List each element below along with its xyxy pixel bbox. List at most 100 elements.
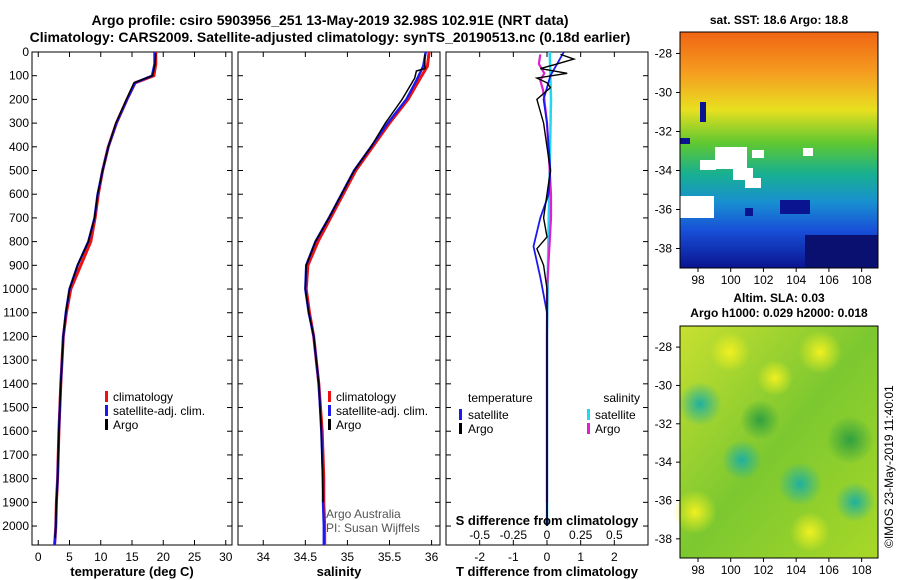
sst-map-field [680,32,878,268]
sst-map-x-tick-label: 100 [721,273,741,287]
sst-map-cloud-patch [745,178,761,188]
sla-map-x-tick-label: 108 [852,563,872,577]
temperature-x-tick-label: 30 [219,550,233,564]
temperature-x-tick-label: 25 [188,550,202,564]
sst-map-title: sat. SST: 18.6 Argo: 18.8 [710,13,849,27]
difference-legend-s-label: satellite [595,408,636,422]
difference-s-tick-label: 0 [544,528,551,542]
temperature-x-axis-label: temperature (deg C) [70,564,194,579]
depth-y-tick-label: 500 [9,164,29,178]
difference-s-tick-label: -0.25 [500,528,528,542]
salinity-x-tick-label: 36 [425,550,439,564]
sst-map-y-tick-label: -30 [655,85,673,99]
depth-y-tick-label: 800 [9,235,29,249]
temperature-legend-swatch [105,419,108,430]
salinity-legend-swatch [328,419,331,430]
salinity-plot-frame [237,51,441,546]
difference-legend-t-swatch [459,409,462,420]
sla-map-anomaly-blob [835,482,875,522]
sst-map-y-tick-label: -32 [655,124,673,138]
sla-map-frame [679,325,879,559]
sla-map-x-tick-label: 102 [753,563,773,577]
sla-map-anomaly-blob [722,440,762,480]
sst-map-frame [679,31,879,269]
depth-y-tick-label: 1500 [2,401,29,415]
difference-series-group [532,52,577,526]
salinity-x-axis-label: salinity [317,564,363,579]
sla-map-x-tick-label: 106 [819,563,839,577]
salinity-legend-label: climatology [336,390,396,404]
difference-series-t-satellite [532,52,565,526]
sla-map-anomaly-blob [778,462,822,506]
sst-map-cold-region [805,235,878,268]
depth-y-tick-label: 1300 [2,353,29,367]
difference-legend-title-salinity: salinity [603,391,640,405]
depth-y-tick-label: 1000 [2,282,29,296]
sla-map-anomaly-blob [678,382,722,426]
sla-map-title: Argo h1000: 0.029 h2000: 0.018 [690,306,868,320]
sst-map-cloud-patch [803,148,813,156]
sla-map-title: Altim. SLA: 0.03 [733,291,825,305]
sla-map-anomaly-blob [740,400,780,440]
depth-y-tick-label: 1900 [2,495,29,509]
depth-y-tick-label: 1100 [3,306,29,320]
depth-y-tick-label: 600 [9,187,29,201]
depth-y-tick-label: 1200 [2,329,29,343]
sst-map-x-tick-label: 104 [786,273,806,287]
salinity-legend-swatch [328,405,331,416]
signature-line-1: Argo Australia [326,507,401,521]
salinity-x-tick-label: 35.5 [378,550,402,564]
difference-x-tick-label: 1 [577,550,584,564]
depth-y-tick-label: 1800 [2,472,29,486]
sla-map-y-tick-label: -32 [655,417,673,431]
sla-map-anomaly-blob [673,490,717,534]
temperature-series-argo [54,53,157,538]
sst-map-x-tick-label: 98 [691,273,705,287]
sla-map-y-tick-label: -28 [655,340,673,354]
difference-legend-t-swatch [459,423,462,434]
sst-map: sat. SST: 18.6 Argo: 18.8 98 100 102 104 106 1… [655,13,879,287]
difference-legend-title-temperature: temperature [468,391,533,405]
depth-y-tick-label: 100 [9,69,29,83]
temperature-legend-label: climatology [113,390,173,404]
depth-y-tick-label: 1600 [2,424,29,438]
difference-s-tick-label: -0.5 [469,528,490,542]
temperature-x-tick-label: 15 [125,550,139,564]
temperature-series-group [53,52,158,545]
sst-map-dark-patch [680,138,690,144]
difference-x-tick-label: 0 [544,550,551,564]
sla-map-y-tick-label: -30 [655,378,673,392]
salinity-legend-label: satellite-adj. clim. [336,404,428,418]
temperature-legend-label: Argo [113,418,139,432]
temperature-x-tick-label: 0 [35,550,42,564]
difference-x-tick-label: 2 [611,550,618,564]
temperature-legend-swatch [105,391,108,402]
depth-y-tick-label: 700 [9,211,29,225]
depth-y-tick-label: 1400 [2,377,29,391]
imos-credit: ©IMOS 23-May-2019 11:40:01 [882,385,896,548]
depth-y-tick-label: 0 [22,45,29,59]
difference-legend-s-swatch [587,409,590,420]
sst-map-x-tick-label: 108 [852,273,872,287]
salinity-legend-swatch [328,391,331,402]
sst-map-y-tick-label: -38 [655,241,673,255]
difference-legend-t-label: Argo [468,422,494,436]
temperature-plot-frame [31,51,233,546]
temperature-legend-swatch [105,405,108,416]
difference-x-tick-label: -2 [474,550,485,564]
sst-map-dark-patch [745,208,753,216]
sla-map-anomaly-blob [790,512,830,552]
salinity-series-group [304,52,431,545]
depth-y-tick-label: 1700 [2,448,29,462]
sla-map-y-tick-label: -34 [655,455,673,469]
sst-map-cloud-patch [715,147,747,169]
salinity-series-argo [304,54,426,503]
difference-panel: -2 -1 0 1 2T difference from climatology -0.5… [445,51,649,579]
difference-s-tick-label: 0.25 [569,528,593,542]
difference-x-tick-label: -1 [508,550,519,564]
temperature-x-tick-label: 20 [157,550,171,564]
temperature-panel: 0 5 10 15 20 25 30 temperature (deg C) 0 100 200 30… [2,45,232,579]
depth-y-tick-label: 300 [9,116,29,130]
